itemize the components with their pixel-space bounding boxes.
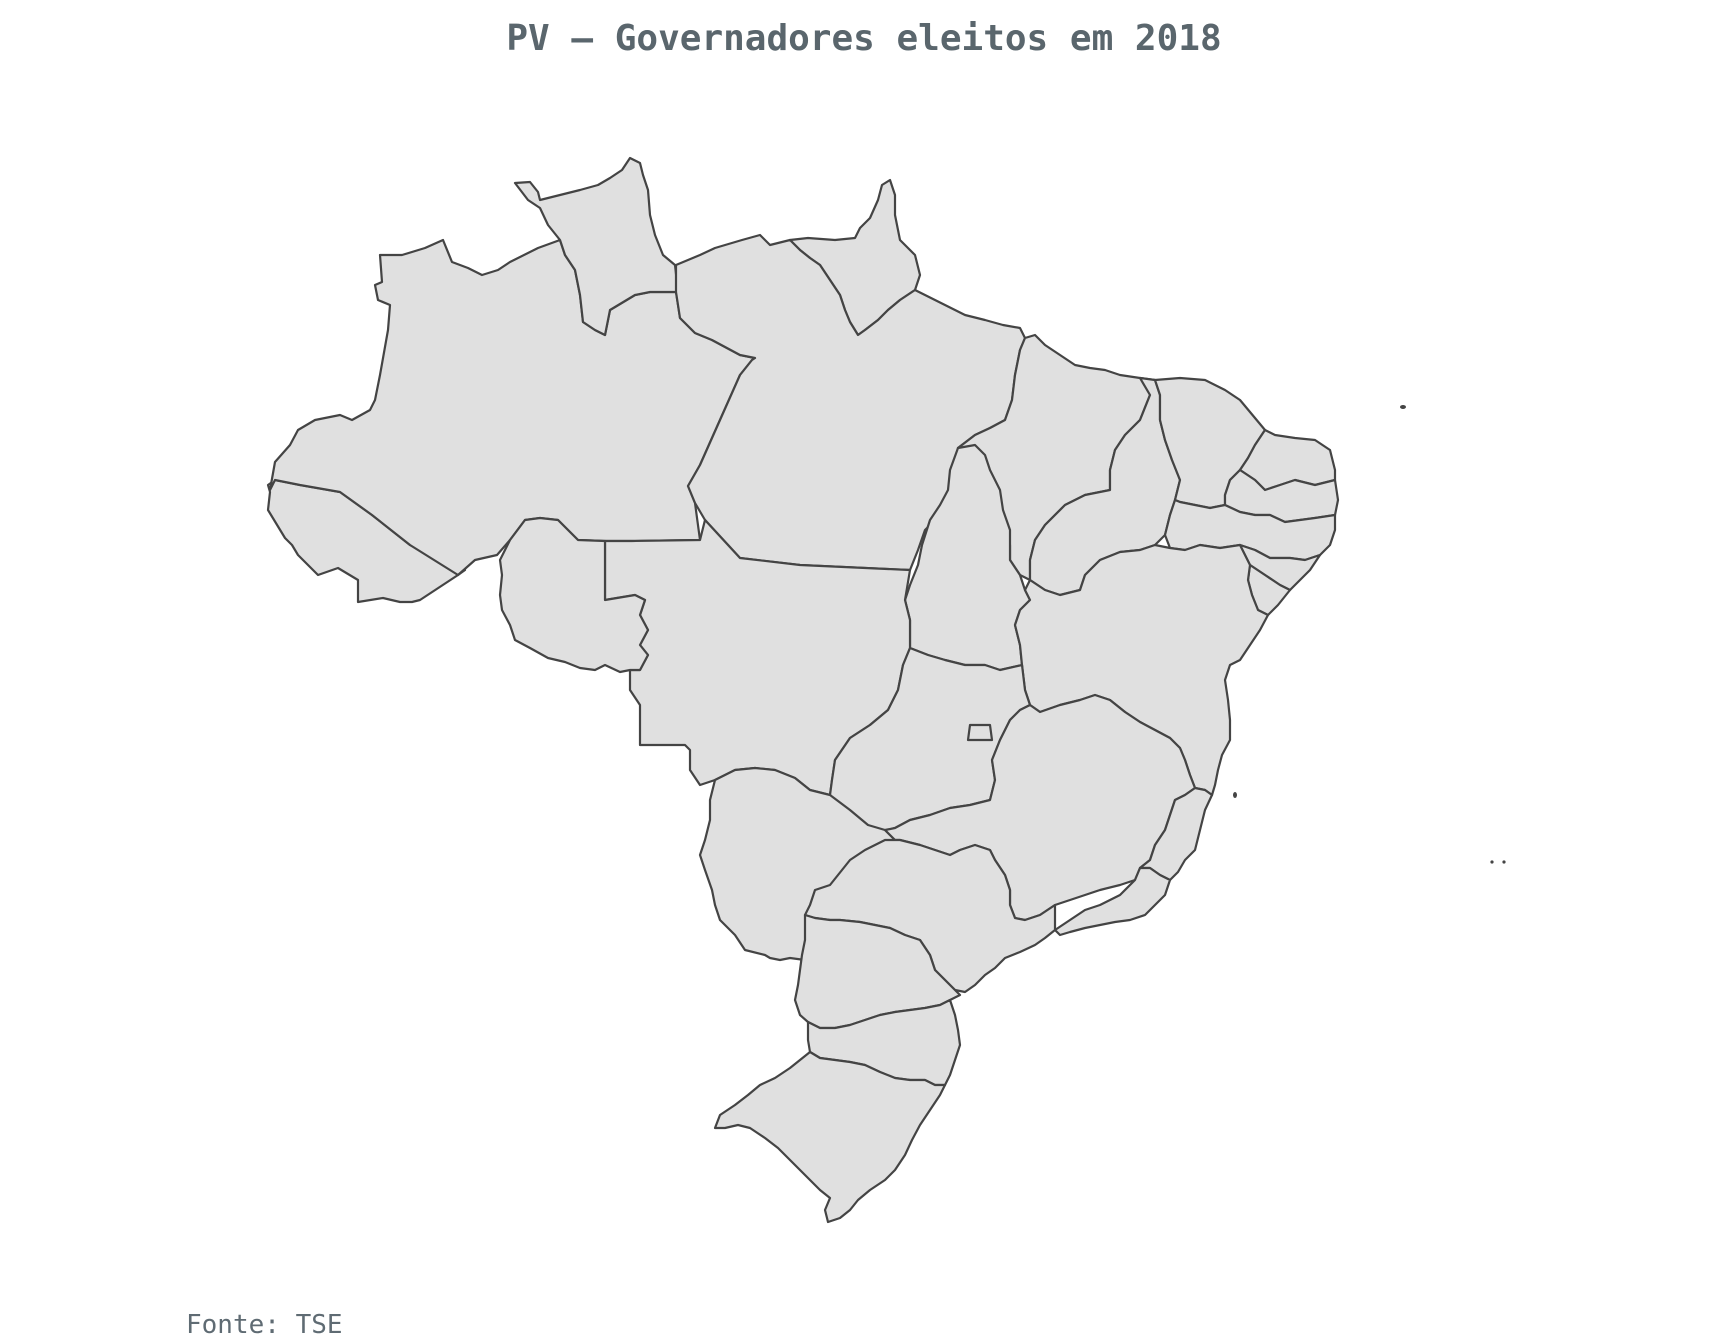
state-rj[interactable] [1053, 866, 1172, 937]
state-ro[interactable] [498, 516, 650, 674]
islet-fernando-de-noronha [1400, 405, 1406, 409]
state-rs[interactable] [713, 1050, 947, 1224]
state-sp[interactable] [803, 838, 1057, 994]
page-title: PV – Governadores eleitos em 2018 [506, 18, 1222, 59]
state-rr[interactable] [513, 156, 680, 337]
islet-trindade [1490, 860, 1494, 864]
state-df[interactable] [966, 723, 994, 742]
islet-martim-vaz [1502, 860, 1506, 864]
islet-abrolhos [1233, 792, 1237, 798]
source-note: Fonte: TSE [186, 1310, 343, 1340]
